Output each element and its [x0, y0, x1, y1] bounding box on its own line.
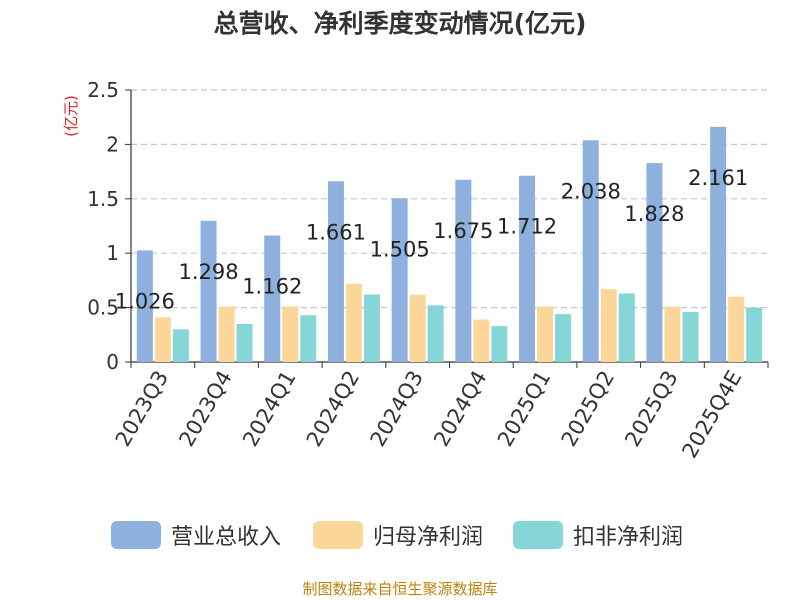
legend-swatch-deducted-profit	[513, 521, 563, 549]
x-tick-label: 2025Q4E	[677, 367, 746, 463]
data-label: 1.712	[497, 215, 557, 239]
x-tick-label: 2023Q3	[111, 367, 173, 451]
legend-label-deducted-profit: 扣非净利润	[573, 525, 684, 550]
y-axis-label: (亿元)	[62, 95, 80, 137]
data-label: 1.675	[433, 219, 493, 243]
x-tick-label: 2024Q1	[238, 367, 300, 451]
bar-net-profit	[473, 319, 490, 362]
bar-revenue	[200, 220, 217, 362]
bars	[136, 126, 763, 362]
bar-revenue	[519, 175, 536, 362]
bar-net-profit	[664, 306, 681, 362]
y-tick-label: 0	[106, 350, 119, 374]
legend-label-revenue: 营业总收入	[171, 525, 282, 550]
y-tick-label: 2.5	[87, 78, 119, 102]
bar-net-profit	[728, 296, 745, 362]
bar-deducted-profit	[363, 294, 380, 362]
data-label: 2.161	[688, 166, 748, 190]
bar-revenue	[455, 179, 472, 362]
x-tick-label: 2024Q2	[302, 367, 364, 451]
bar-deducted-profit	[427, 305, 444, 362]
bar-net-profit	[218, 306, 235, 362]
chart-title: 总营收、净利季度变动情况(亿元)	[213, 9, 587, 38]
bar-net-profit	[154, 317, 171, 362]
legend-item-revenue[interactable]: 营业总收入	[111, 519, 281, 551]
x-tick-label: 2025Q2	[557, 367, 619, 451]
x-tick-label: 2025Q1	[493, 367, 555, 451]
y-tick-label: 2	[106, 132, 119, 156]
bar-revenue	[710, 126, 727, 362]
bar-net-profit	[600, 289, 617, 362]
x-tick-label: 2023Q4	[174, 367, 236, 451]
bar-net-profit	[409, 294, 426, 362]
bar-deducted-profit	[618, 293, 635, 362]
bar-deducted-profit	[746, 307, 763, 362]
bar-revenue	[582, 140, 599, 362]
bar-revenue	[391, 198, 408, 362]
legend-swatch-net-profit	[313, 521, 363, 549]
x-tick-label: 2024Q4	[429, 366, 491, 450]
bar-net-profit	[537, 306, 554, 362]
y-tick-label: 0.5	[87, 296, 119, 320]
data-label: 2.038	[561, 179, 621, 203]
data-label: 1.026	[115, 289, 175, 313]
data-label: 1.828	[624, 202, 684, 226]
bar-deducted-profit	[491, 326, 508, 362]
bar-deducted-profit	[236, 323, 253, 362]
data-label: 1.298	[178, 260, 238, 284]
source-note: 制图数据来自恒生聚源数据库	[302, 580, 498, 598]
bar-revenue	[646, 163, 663, 362]
y-tick-label: 1	[106, 241, 119, 265]
bar-revenue	[264, 235, 281, 362]
legend: 营业总收入 归母净利润 扣非净利润	[0, 519, 800, 551]
legend-swatch-revenue	[111, 521, 161, 549]
legend-item-net-profit[interactable]: 归母净利润	[313, 519, 483, 551]
bar-deducted-profit	[682, 311, 699, 362]
bar-deducted-profit	[300, 315, 317, 362]
data-label: 1.661	[306, 220, 366, 244]
data-label: 1.162	[242, 275, 302, 299]
bar-deducted-profit	[172, 329, 189, 362]
legend-label-net-profit: 归母净利润	[373, 525, 484, 550]
bar-net-profit	[282, 306, 299, 362]
legend-item-deducted-profit[interactable]: 扣非净利润	[513, 519, 683, 551]
bar-deducted-profit	[555, 314, 572, 362]
bar-revenue	[327, 181, 344, 362]
x-tick-label: 2024Q3	[366, 367, 428, 451]
data-label: 1.505	[370, 237, 430, 261]
y-tick-label: 1.5	[87, 187, 119, 211]
x-tick-label: 2025Q3	[620, 367, 682, 451]
bar-revenue	[136, 250, 153, 362]
bar-net-profit	[345, 283, 362, 362]
